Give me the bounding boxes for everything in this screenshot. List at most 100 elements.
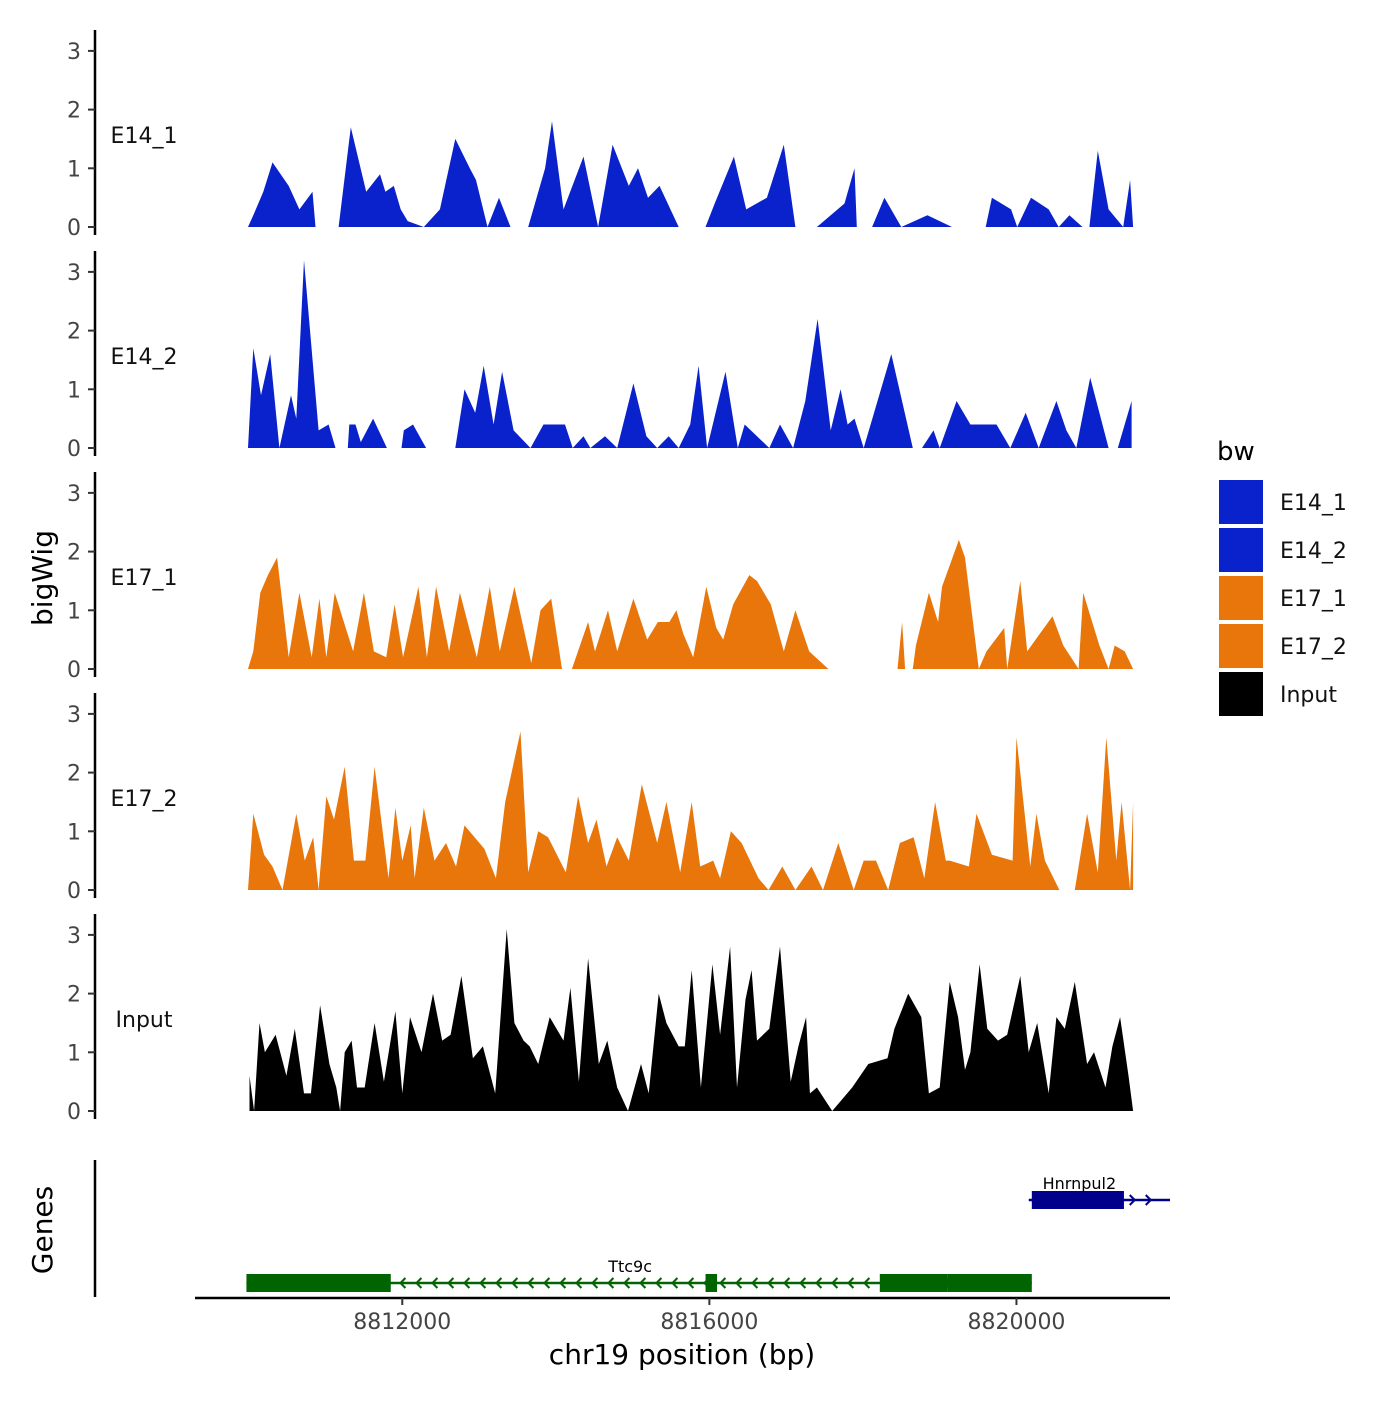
strand-arrow (639, 1277, 647, 1289)
y-tick-label: 3 (67, 261, 81, 286)
legend-swatch (1219, 480, 1263, 524)
strand-arrow (479, 1277, 487, 1289)
strand-arrow (831, 1277, 839, 1289)
y-tick-label: 3 (67, 482, 81, 507)
strand-arrow (527, 1277, 535, 1289)
legend-item-e14-2: E14_2 (1219, 528, 1347, 572)
strand-arrow (799, 1277, 807, 1289)
signal-area-e14-2 (248, 260, 1132, 448)
strand-arrow (463, 1277, 471, 1289)
panel-label-input: Input (116, 1008, 173, 1033)
exon-block (705, 1274, 718, 1292)
panel-label-e14-2: E14_2 (111, 345, 178, 370)
y-tick-label: 1 (67, 378, 81, 403)
strand-arrow (431, 1277, 439, 1289)
gene-label-ttc9c: Ttc9c (607, 1257, 652, 1276)
strand-arrow (767, 1277, 775, 1289)
strand-arrow (735, 1277, 743, 1289)
legend-item-e17-2: E17_2 (1219, 624, 1347, 668)
y-tick-label: 0 (67, 658, 81, 683)
y-tick-label: 1 (67, 157, 81, 182)
y-tick-label: 2 (67, 983, 81, 1008)
strand-arrow (815, 1277, 823, 1289)
legend-swatch (1219, 672, 1263, 716)
panel-label-e17-2: E17_2 (111, 787, 178, 812)
panel-label-e14-1: E14_1 (111, 124, 178, 149)
strand-arrow (1145, 1194, 1153, 1206)
exon-block (879, 1274, 948, 1292)
legend-swatch (1219, 624, 1263, 668)
legend-item-e14-1: E14_1 (1219, 480, 1347, 524)
strand-arrow (511, 1277, 519, 1289)
legend-item-input: Input (1219, 672, 1337, 716)
signal-area-e17-1 (248, 539, 1134, 669)
track-e17-1: 0 1 2 3 E17_1 (67, 472, 1134, 683)
legend-swatch (1219, 528, 1263, 572)
x-tick-label: 8816000 (660, 1310, 758, 1335)
y-tick-label: 2 (67, 762, 81, 787)
genes-axis-title: Genes (26, 1186, 59, 1274)
y-tick-label: 3 (67, 924, 81, 949)
x-tick-label: 8812000 (353, 1310, 451, 1335)
track-e14-1: 0 1 2 3 E14_1 (67, 30, 1134, 241)
strand-arrow (751, 1277, 759, 1289)
y-tick-label: 0 (67, 437, 81, 462)
strand-arrow (559, 1277, 567, 1289)
legend-label: E17_2 (1280, 635, 1347, 660)
strand-arrow (687, 1277, 695, 1289)
y-tick-label: 1 (67, 599, 81, 624)
exon-block (246, 1274, 391, 1292)
y-tick-label: 3 (67, 703, 81, 728)
y-tick-label: 0 (67, 879, 81, 904)
gene-hnrnpul2: Hnrnpul2 (1028, 1174, 1170, 1209)
signal-area-input (249, 929, 1134, 1111)
legend: bw E14_1 E14_2 E17_1 E17_2 Input (1217, 437, 1347, 716)
y-tick-label: 2 (67, 99, 81, 124)
y-tick-label: 1 (67, 1041, 81, 1066)
strand-arrow (671, 1277, 679, 1289)
legend-label: E14_1 (1280, 491, 1347, 516)
strand-arrow (399, 1277, 407, 1289)
x-tick-label: 8820000 (967, 1310, 1065, 1335)
strand-arrow (623, 1277, 631, 1289)
panel-label-e17-1: E17_1 (111, 566, 178, 591)
strand-arrow (655, 1277, 663, 1289)
gene-label-hnrnpul2: Hnrnpul2 (1043, 1174, 1117, 1193)
strand-arrow (415, 1277, 423, 1289)
strand-arrow (1129, 1194, 1137, 1206)
x-axis: 8812000 8816000 8820000 (195, 1296, 1170, 1335)
strand-arrow (783, 1277, 791, 1289)
legend-label: E14_2 (1280, 539, 1347, 564)
legend-title: bw (1217, 437, 1255, 467)
y-tick-label: 3 (67, 40, 81, 65)
track-e14-2: 0 1 2 3 E14_2 (67, 251, 1132, 462)
exon-block (1031, 1191, 1124, 1209)
strand-arrow (719, 1277, 727, 1289)
legend-swatch (1219, 576, 1263, 620)
track-panels: 0 1 2 3 E14_1 0 1 2 3 E14_2 0 1 2 3 E17_1 0 1 2 3 E17_2 0 1 2 3… (67, 30, 1134, 1125)
y-tick-label: 1 (67, 820, 81, 845)
strand-arrow (495, 1277, 503, 1289)
strand-arrow (607, 1277, 615, 1289)
y-tick-label: 2 (67, 541, 81, 566)
legend-label: Input (1280, 683, 1337, 708)
strand-arrow (447, 1277, 455, 1289)
gene-panel: Ttc9c Hnrnpul2 (93, 1160, 1170, 1297)
strand-arrow (575, 1277, 583, 1289)
signal-area-e14-1 (248, 121, 1134, 227)
signal-area-e17-2 (248, 731, 1134, 890)
track-input: 0 1 2 3 Input (67, 914, 1134, 1125)
strand-arrow (863, 1277, 871, 1289)
strand-arrow (543, 1277, 551, 1289)
strand-arrow (847, 1277, 855, 1289)
y-tick-label: 0 (67, 1100, 81, 1125)
legend-item-e17-1: E17_1 (1219, 576, 1347, 620)
y-tick-label: 0 (67, 216, 81, 241)
y-axis-title: bigWig (26, 530, 59, 626)
y-tick-label: 2 (67, 320, 81, 345)
track-e17-2: 0 1 2 3 E17_2 (67, 693, 1134, 904)
exon-block (947, 1274, 1032, 1292)
strand-arrow (591, 1277, 599, 1289)
